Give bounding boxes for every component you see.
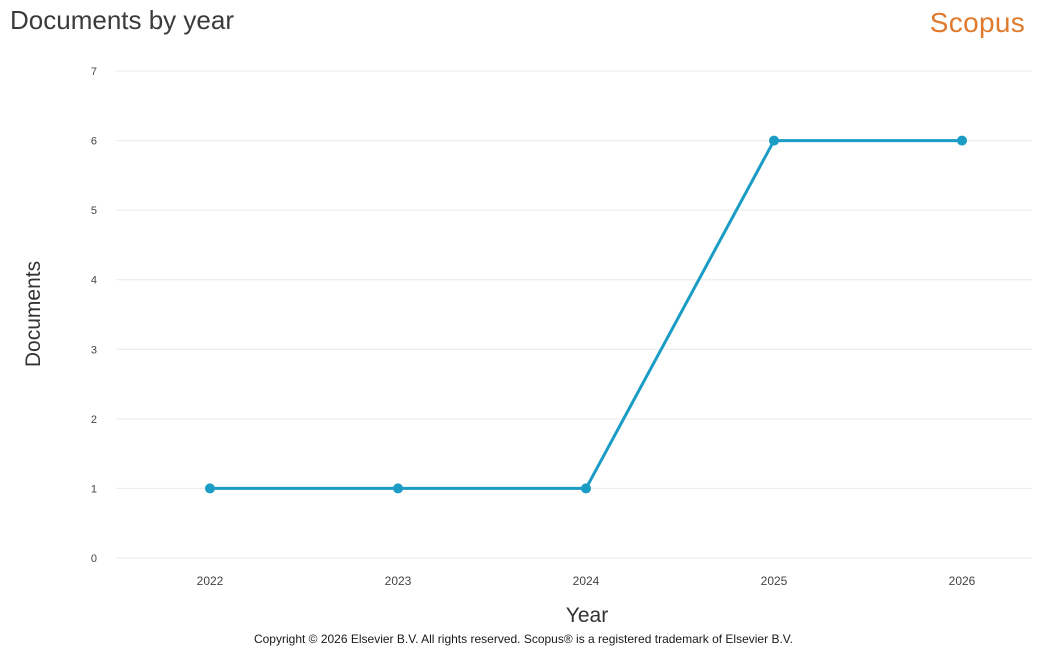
data-point-2024[interactable] <box>581 483 591 494</box>
data-point-2022[interactable] <box>205 483 215 494</box>
x-axis-ticks: 2022 2023 2024 2025 2026 <box>197 574 976 588</box>
y-tick-label: 7 <box>91 66 97 78</box>
x-tick-label: 2025 <box>761 574 788 588</box>
scopus-logo: Scopus <box>929 7 1025 38</box>
y-tick-label: 6 <box>91 136 97 148</box>
y-tick-label: 2 <box>91 414 97 426</box>
x-tick-label: 2022 <box>197 574 224 588</box>
x-tick-label: 2026 <box>949 574 976 588</box>
grid-lines <box>116 70 1032 559</box>
series-line <box>208 139 964 490</box>
y-tick-label: 3 <box>91 344 97 356</box>
x-tick-label: 2023 <box>385 574 412 588</box>
x-tick-label: 2024 <box>573 574 600 588</box>
y-tick-label: 1 <box>91 483 97 495</box>
data-point-2023[interactable] <box>393 483 403 494</box>
y-axis-label: Documents <box>22 261 45 367</box>
data-point-2026[interactable] <box>957 135 967 146</box>
y-tick-label: 5 <box>91 205 97 217</box>
data-point-2025[interactable] <box>769 135 779 146</box>
copyright-notice: Copyright © 2026 Elsevier B.V. All right… <box>253 632 794 646</box>
y-tick-label: 4 <box>91 275 97 287</box>
x-axis-label: Year <box>566 604 608 627</box>
y-axis-ticks: 0 1 2 3 4 5 6 7 <box>91 66 97 565</box>
y-tick-label: 0 <box>91 553 97 565</box>
series-documents <box>205 135 967 494</box>
chart-title: Documents by year <box>10 5 234 35</box>
